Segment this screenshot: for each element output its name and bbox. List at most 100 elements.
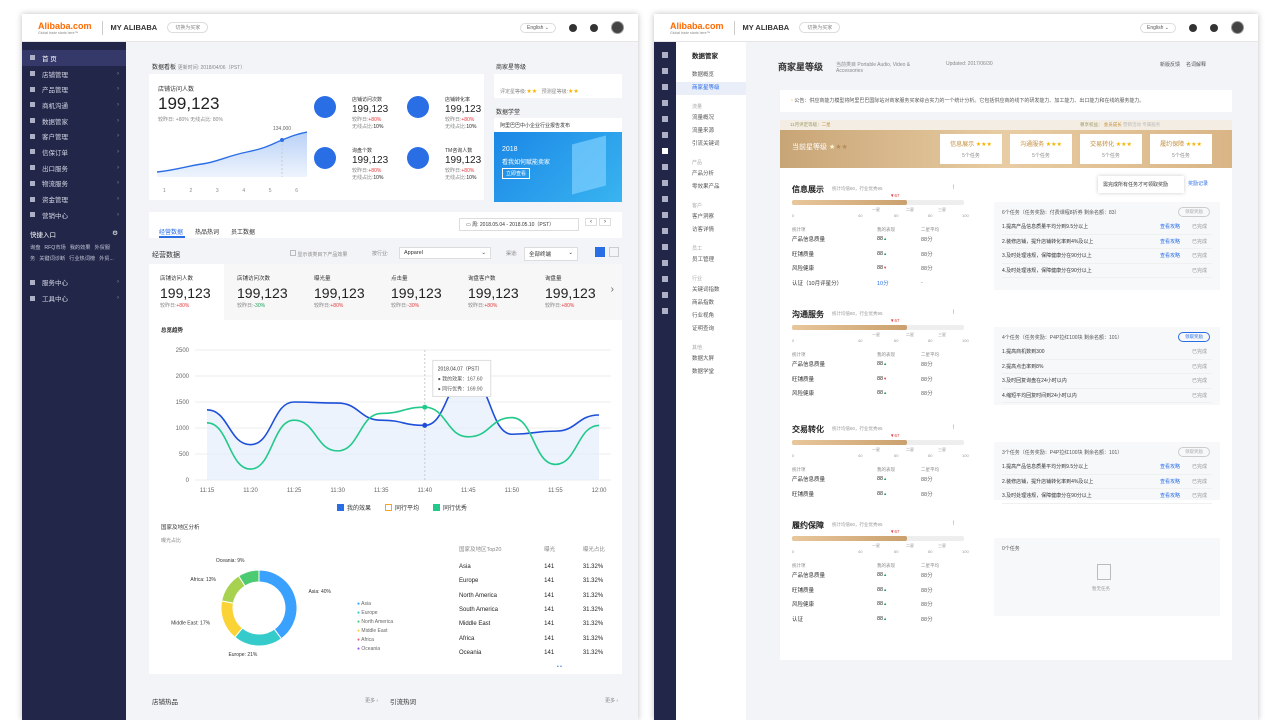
language-select-right[interactable]: English ⌄ — [1140, 22, 1176, 33]
sidebar-item-6[interactable]: 信保订单 › — [22, 144, 126, 160]
trend-icon[interactable]: ⌇ — [952, 185, 955, 191]
sidebar-bottom-item[interactable]: 服务中心 › — [22, 275, 126, 291]
table-view-icon[interactable] — [609, 247, 619, 257]
sidebar-item-3[interactable]: 商机沟通 › — [22, 97, 126, 113]
nav-item[interactable]: 商家星等级 — [676, 82, 746, 95]
help-icon[interactable] — [590, 23, 598, 32]
switch-buyer-button[interactable]: 切换为买家 — [167, 22, 209, 33]
nav-item[interactable]: 数据概览 — [692, 72, 715, 78]
chart-view-icon[interactable] — [595, 247, 605, 257]
nav-icon[interactable] — [662, 228, 668, 234]
quick-link[interactable]: 外贸... — [99, 255, 114, 262]
notification-icon[interactable] — [1189, 23, 1197, 32]
alibaba-logo-right[interactable]: Alibaba.com Global trade starts here™ — [670, 20, 724, 35]
nav-item[interactable]: 关键词指数 — [692, 287, 720, 293]
view-guide-link[interactable]: 查看攻略 — [1160, 253, 1181, 260]
tab-2[interactable]: 员工数据 — [231, 230, 256, 236]
trend-icon[interactable]: ⌇ — [952, 310, 955, 316]
claim-reward-button[interactable]: 领取奖励 — [1178, 332, 1210, 342]
nav-item[interactable]: 数据学堂 — [692, 369, 715, 375]
quick-link[interactable]: 外贸服务 — [30, 244, 111, 262]
prev-button[interactable]: ‹ — [585, 218, 597, 226]
quick-link[interactable]: 关键词诊断 — [39, 255, 66, 262]
nav-icon[interactable] — [662, 132, 668, 138]
view-now-button[interactable]: 立即查看 — [502, 168, 531, 179]
tab-0[interactable]: 经营数据 — [159, 230, 184, 236]
legend-item-2[interactable]: 同行优秀 — [433, 503, 467, 512]
kpi-5[interactable]: 询盘量 199,123 较昨日:+80% — [545, 276, 596, 309]
nav-icon[interactable] — [662, 148, 668, 154]
kpi-2[interactable]: 曝光量 199,123 较昨日:+80% — [314, 276, 365, 309]
nav-icon[interactable] — [662, 244, 668, 250]
quick-link[interactable]: RFQ市场 — [44, 244, 66, 251]
nav-item[interactable]: 客户洞察 — [692, 214, 715, 220]
sidebar-item-2[interactable]: 产品管理 › — [22, 81, 126, 97]
keywords-more-link[interactable]: 更多 › — [605, 698, 619, 704]
avatar[interactable] — [611, 21, 624, 34]
view-guide-link[interactable]: 查看攻略 — [1160, 464, 1181, 471]
view-guide-link[interactable]: 查看攻略 — [1160, 224, 1181, 231]
view-guide-link[interactable]: 查看攻略 — [1160, 493, 1181, 500]
nav-item[interactable]: 零效果产品 — [692, 184, 720, 190]
nav-icon[interactable] — [662, 196, 668, 202]
sidebar-item-10[interactable]: 营销中心 › — [22, 207, 126, 223]
help-icon[interactable] — [1210, 23, 1218, 32]
kpi-4[interactable]: 询盘客户数 199,123 较昨日:+80% — [468, 276, 519, 309]
nav-item[interactable]: 商品指数 — [692, 300, 715, 306]
category-card-1[interactable]: 沟通服务 ★★★ 5个任务 — [1010, 134, 1072, 164]
quick-link[interactable]: 行业热词榜 — [69, 255, 96, 262]
nav-icon[interactable] — [662, 292, 668, 298]
tab-1[interactable]: 热品热词 — [195, 230, 220, 236]
category-card-0[interactable]: 信息展示 ★★★ 5个任务 — [940, 134, 1002, 164]
nav-icon[interactable] — [662, 116, 668, 122]
show-category-checkbox[interactable] — [290, 250, 296, 256]
nav-icon[interactable] — [662, 260, 668, 266]
nav-item[interactable]: 员工管理 — [692, 257, 715, 263]
settings-icon[interactable]: ⚙ — [112, 229, 118, 237]
kpi-1[interactable]: 店铺访问次数 199,123 较昨日:-30% — [237, 276, 288, 309]
nav-icon[interactable] — [662, 84, 668, 90]
nav-item[interactable]: 证明查询 — [692, 326, 715, 332]
quick-link[interactable]: 我的效果 — [69, 244, 91, 251]
nav-icon[interactable] — [662, 276, 668, 282]
switch-buyer-button-right[interactable]: 切换为买家 — [799, 22, 841, 33]
sidebar-item-8[interactable]: 物流服务 › — [22, 176, 126, 192]
nav-icon[interactable] — [662, 100, 668, 106]
terminal-select[interactable]: 全部终端 ⌄ — [524, 247, 578, 261]
sidebar-item-1[interactable]: 店铺管理 › — [22, 66, 126, 82]
legend-item-0[interactable]: 我的效果 — [337, 503, 371, 512]
notification-icon[interactable] — [569, 23, 577, 32]
view-guide-link[interactable]: 查看攻略 — [1160, 478, 1181, 485]
category-card-3[interactable]: 履约保障 ★★★ 5个任务 — [1150, 134, 1212, 164]
nav-item[interactable]: 数据大屏 — [692, 356, 715, 362]
category-card-2[interactable]: 交易转化 ★★★ 5个任务 — [1080, 134, 1142, 164]
alibaba-logo[interactable]: Alibaba.com Global trade starts here™ — [38, 20, 92, 35]
kpi-next-icon[interactable]: › — [610, 284, 614, 295]
hot-more-link[interactable]: 更多 › — [365, 698, 379, 704]
nav-item[interactable]: 产品分析 — [692, 171, 715, 177]
nav-icon[interactable] — [662, 212, 668, 218]
nav-icon[interactable] — [662, 180, 668, 186]
nav-item[interactable]: 访客详情 — [692, 227, 715, 233]
nav-item[interactable]: 行业视角 — [692, 313, 715, 319]
glossary-link[interactable]: 名词解释 — [1186, 62, 1207, 68]
sidebar-item-4[interactable]: 数据管家 › — [22, 113, 126, 129]
nav-item[interactable]: 引流关键词 — [692, 141, 720, 147]
claim-reward-button[interactable]: 领取奖励 — [1178, 207, 1210, 217]
legend-item-1[interactable]: 同行平均 — [385, 503, 419, 512]
reward-history-link[interactable]: 奖励记录 — [1188, 181, 1209, 187]
industry-select[interactable]: Apparel ⌄ — [399, 247, 491, 259]
trend-icon[interactable]: ⌇ — [952, 425, 955, 431]
view-guide-link[interactable]: 查看攻略 — [1160, 238, 1181, 245]
kpi-0[interactable]: 店铺访问人数 199,123 较昨日:+80% — [149, 264, 224, 320]
sidebar-item-9[interactable]: 资金管理 › — [22, 191, 126, 207]
next-button[interactable]: › — [599, 218, 611, 226]
nav-icon[interactable] — [662, 308, 668, 314]
avatar[interactable] — [1231, 21, 1244, 34]
sidebar-item-5[interactable]: 客户管理 › — [22, 128, 126, 144]
kpi-3[interactable]: 点击量 199,123 较昨日:-30% — [391, 276, 442, 309]
nav-icon[interactable] — [662, 52, 668, 58]
trend-icon[interactable]: ⌇ — [952, 521, 955, 527]
date-range-picker[interactable]: ▭ 周: 2018.05.04 - 2018.05.10（PST） — [459, 218, 579, 231]
sidebar-item-0[interactable]: 首 页 — [22, 50, 126, 66]
